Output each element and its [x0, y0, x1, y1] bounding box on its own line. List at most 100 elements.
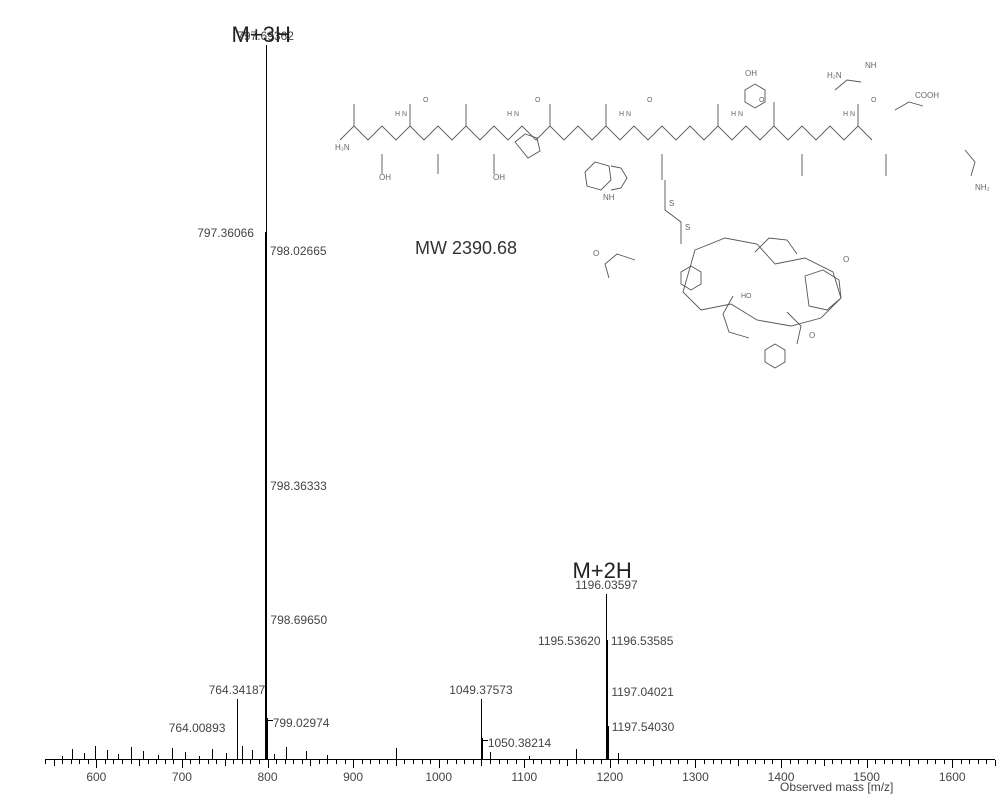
- x-tick-minor: [618, 760, 619, 764]
- svg-text:H N: H N: [507, 111, 519, 118]
- svg-text:H N: H N: [619, 111, 631, 118]
- x-tick-minor: [935, 760, 936, 764]
- noise-peak: [490, 752, 491, 760]
- noise-peak: [226, 753, 227, 760]
- noise-peak: [396, 748, 397, 760]
- x-tick-minor: [918, 760, 919, 764]
- x-tick-minor: [336, 760, 337, 764]
- x-tick-minor: [285, 760, 286, 764]
- x-tick-minor: [302, 760, 303, 764]
- x-tick-major: [182, 760, 183, 768]
- x-tick-minor: [747, 760, 748, 764]
- x-tick-label: 800: [258, 770, 278, 784]
- noise-peak: [274, 754, 275, 760]
- x-tick-minor: [764, 760, 765, 764]
- peak: [237, 727, 238, 760]
- x-tick-minor: [79, 760, 80, 764]
- x-tick-minor: [139, 760, 140, 766]
- svg-text:H N: H N: [843, 111, 855, 118]
- x-tick-minor: [131, 760, 132, 764]
- x-tick-minor: [250, 760, 251, 764]
- svg-text:OH: OH: [745, 69, 757, 78]
- x-tick-minor: [661, 760, 662, 764]
- svg-text:OH: OH: [493, 173, 505, 182]
- x-tick-minor: [259, 760, 260, 764]
- x-tick-minor: [670, 760, 671, 764]
- x-tick-minor: [88, 760, 89, 764]
- x-tick-minor: [824, 760, 825, 766]
- x-tick-minor: [969, 760, 970, 764]
- x-tick-minor: [653, 760, 654, 766]
- x-tick-minor: [165, 760, 166, 764]
- svg-text:H N: H N: [731, 111, 743, 118]
- x-tick-minor: [550, 760, 551, 764]
- x-tick-major: [96, 760, 97, 768]
- x-tick-minor: [772, 760, 773, 764]
- x-tick-minor: [584, 760, 585, 764]
- x-tick-minor: [319, 760, 320, 764]
- x-tick-label: 1000: [425, 770, 452, 784]
- peak-label: 764.00893: [169, 721, 226, 735]
- x-tick-label: 700: [172, 770, 192, 784]
- x-tick-minor: [122, 760, 123, 764]
- x-tick-minor: [464, 760, 465, 764]
- annotation-m2h: M+2H: [572, 558, 631, 584]
- x-tick-minor: [490, 760, 491, 764]
- peak-label: 1050.38214: [488, 736, 551, 750]
- x-tick-minor: [45, 760, 46, 764]
- x-tick-minor: [986, 760, 987, 764]
- svg-text:H N: H N: [395, 111, 407, 118]
- svg-text:O: O: [843, 255, 849, 264]
- x-tick-minor: [345, 760, 346, 764]
- x-tick-minor: [730, 760, 731, 764]
- peak-label: 1049.37573: [449, 683, 512, 697]
- svg-text:O: O: [535, 97, 541, 104]
- x-tick-minor: [105, 760, 106, 764]
- x-tick-minor: [678, 760, 679, 764]
- x-tick-minor: [173, 760, 174, 764]
- noise-peak: [242, 746, 243, 760]
- svg-text:NH: NH: [603, 193, 615, 202]
- x-tick-minor: [507, 760, 508, 764]
- x-tick-minor: [713, 760, 714, 764]
- x-tick-minor: [636, 760, 637, 764]
- x-tick-minor: [832, 760, 833, 764]
- x-tick-minor: [601, 760, 602, 764]
- x-tick-minor: [798, 760, 799, 764]
- noise-peak: [286, 747, 287, 760]
- x-tick-minor: [738, 760, 739, 766]
- peak-label: 764.34187: [209, 683, 266, 697]
- peak-label: 798.69650: [270, 613, 327, 627]
- x-tick-minor: [576, 760, 577, 764]
- peak: [608, 726, 609, 760]
- peak-label: 799.02974: [273, 716, 330, 730]
- x-tick-minor: [62, 760, 63, 764]
- x-tick-major: [952, 760, 953, 768]
- noise-peak: [529, 756, 530, 760]
- x-tick-minor: [721, 760, 722, 764]
- peak: [482, 738, 483, 760]
- x-tick-minor: [404, 760, 405, 764]
- x-tick-minor: [413, 760, 414, 764]
- svg-text:COOH: COOH: [915, 91, 939, 100]
- noise-peak: [212, 749, 213, 760]
- x-tick-major: [867, 760, 868, 768]
- x-tick-minor: [892, 760, 893, 764]
- x-tick-minor: [884, 760, 885, 764]
- x-tick-minor: [276, 760, 277, 764]
- x-tick-minor: [807, 760, 808, 764]
- x-tick-minor: [875, 760, 876, 764]
- svg-text:O: O: [871, 97, 877, 104]
- x-tick-minor: [593, 760, 594, 764]
- noise-peak: [172, 748, 173, 760]
- noise-peak: [131, 747, 132, 760]
- noise-peak: [62, 756, 63, 760]
- noise-peak: [576, 749, 577, 760]
- chemical-structure: H₂N OH H₂N NH COOH NH₂ OH OH O O O S S O…: [335, 50, 995, 380]
- x-tick-minor: [541, 760, 542, 764]
- noise-peak: [143, 751, 144, 760]
- x-tick-minor: [533, 760, 534, 764]
- x-tick-minor: [447, 760, 448, 764]
- noise-peak: [327, 755, 328, 760]
- x-tick-minor: [704, 760, 705, 764]
